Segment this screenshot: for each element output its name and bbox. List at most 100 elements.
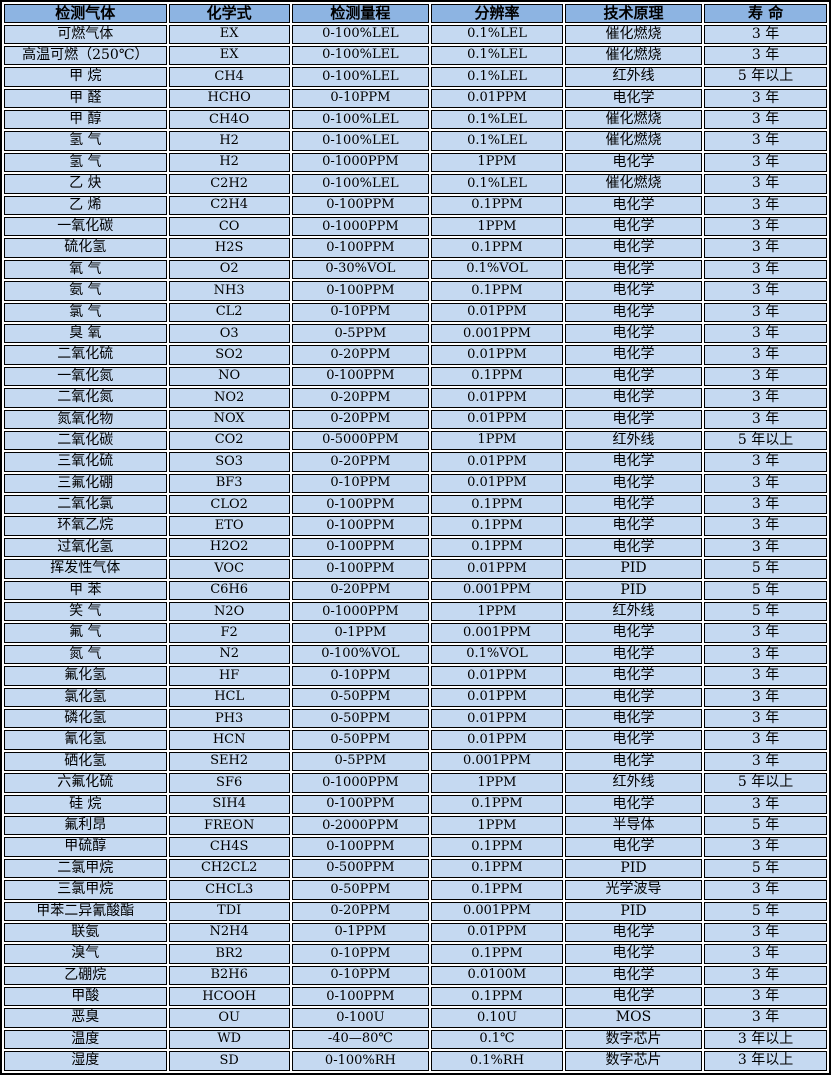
principle-cell: 电化学 [564,323,703,344]
range-cell: 0-100PPM [291,794,430,814]
principle-cell: 电化学 [564,259,703,280]
gas-name-cell: 硅 烷 [4,794,167,814]
principle-cell: 电化学 [564,944,703,964]
resolution-cell: 0.001PPM [431,323,563,344]
range-cell: 0-5000PPM [291,430,430,451]
gas-name-cell: 氮 气 [4,644,167,665]
lifespan-cell: 3 年 [704,644,827,665]
lifespan-cell: 3 年 [704,110,827,130]
gas-name-cell: 二氧化硫 [4,345,167,365]
principle-cell: 电化学 [564,452,703,472]
principle-cell: 电化学 [564,709,703,729]
column-header-principle-cell: 技术原理 [564,4,703,23]
formula-cell: SO2 [168,345,290,365]
lifespan-cell: 3 年 [704,709,827,729]
table-row: 二氧化氮 NO2 0-20PPM 0.01PPM 电化学 3 年 [4,388,827,408]
gas-name-cell: 三氯甲烷 [4,880,167,900]
lifespan-cell: 3 年 [704,238,827,258]
table-row: 甲 烷 CH4 0-100%LEL 0.1%LEL 红外线 5 年以上 [4,67,827,87]
table-row: 甲 醇 CH4O 0-100%LEL 0.1%LEL 催化燃烧 3 年 [4,110,827,130]
resolution-cell: 0.1PPM [431,516,563,536]
lifespan-cell: 3 年 [704,516,827,536]
table-row: 三氯甲烷 CHCL3 0-50PPM 0.1PPM 光学波导 3 年 [4,880,827,900]
resolution-cell: 0.01PPM [431,345,563,365]
lifespan-cell: 3 年 [704,837,827,857]
range-cell: 0-50PPM [291,709,430,729]
lifespan-cell: 3 年 [704,1008,827,1028]
column-header-range-cell: 检测量程 [291,4,430,23]
resolution-cell: 0.0100M [431,965,563,986]
resolution-cell: 0.001PPM [431,751,563,772]
principle-cell: 催化燃烧 [564,131,703,151]
resolution-cell: 0.01PPM [431,409,563,429]
resolution-cell: 1PPM [431,815,563,836]
range-cell: 0-100%RH [291,1051,430,1071]
principle-cell: 电化学 [564,495,703,515]
formula-cell: EX [168,24,290,44]
formula-cell: NO2 [168,388,290,408]
gas-name-cell: 联氨 [4,922,167,943]
formula-cell: SEH2 [168,751,290,772]
resolution-cell: 0.01PPM [431,922,563,943]
table-row: 氢 气 H2 0-1000PPM 1PPM 电化学 3 年 [4,152,827,173]
range-cell: 0-30%VOL [291,259,430,280]
principle-cell: MOS [564,1008,703,1028]
resolution-cell: 0.1PPM [431,987,563,1007]
range-cell: 0-100PPM [291,366,430,387]
formula-cell: B2H6 [168,965,290,986]
lifespan-cell: 3 年 [704,495,827,515]
lifespan-cell: 3 年 [704,537,827,558]
range-cell: 0-2000PPM [291,815,430,836]
resolution-cell: 1PPM [431,217,563,237]
principle-cell: 电化学 [564,516,703,536]
resolution-cell: 0.1℃ [431,1029,563,1050]
range-cell: 0-50PPM [291,730,430,750]
lifespan-cell: 3 年以上 [704,1029,827,1050]
lifespan-cell: 3 年 [704,794,827,814]
range-cell: 0-100PPM [291,516,430,536]
gas-name-cell: 六氟化硫 [4,773,167,793]
gas-name-cell: 氢 气 [4,131,167,151]
formula-cell: BR2 [168,944,290,964]
range-cell: 0-5PPM [291,751,430,772]
resolution-cell: 0.01PPM [431,709,563,729]
table-row: 氢 气 H2 0-100%LEL 0.1%LEL 催化燃烧 3 年 [4,131,827,151]
principle-cell: 电化学 [564,623,703,643]
range-cell: 0-10PPM [291,473,430,494]
table-row: 氮氧化物 NOX 0-20PPM 0.01PPM 电化学 3 年 [4,409,827,429]
lifespan-cell: 5 年以上 [704,773,827,793]
table-row: 二氧化氯 CLO2 0-100PPM 0.1PPM 电化学 3 年 [4,495,827,515]
principle-cell: 红外线 [564,602,703,622]
range-cell: 0-1000PPM [291,152,430,173]
resolution-cell: 0.1%LEL [431,24,563,44]
resolution-cell: 0.1PPM [431,281,563,301]
lifespan-cell: 3 年 [704,473,827,494]
gas-name-cell: 硫化氢 [4,238,167,258]
gas-name-cell: 恶臭 [4,1008,167,1028]
lifespan-cell: 3 年 [704,623,827,643]
principle-cell: 数字芯片 [564,1051,703,1071]
range-cell: 0-10PPM [291,965,430,986]
resolution-cell: 0.001PPM [431,623,563,643]
formula-cell: F2 [168,623,290,643]
gas-name-cell: 氟化氢 [4,666,167,686]
resolution-cell: 0.1%LEL [431,67,563,87]
table-row: 硫化氢 H2S 0-100PPM 0.1PPM 电化学 3 年 [4,238,827,258]
gas-name-cell: 氰化氢 [4,730,167,750]
table-row: 一氧化碳 CO 0-1000PPM 1PPM 电化学 3 年 [4,217,827,237]
resolution-cell: 0.1%LEL [431,110,563,130]
range-cell: 0-1PPM [291,623,430,643]
lifespan-cell: 3 年 [704,131,827,151]
formula-cell: ETO [168,516,290,536]
table-row: 三氧化硫 SO3 0-20PPM 0.01PPM 电化学 3 年 [4,452,827,472]
principle-cell: 电化学 [564,345,703,365]
range-cell: 0-1000PPM [291,773,430,793]
range-cell: 0-1000PPM [291,602,430,622]
principle-cell: 半导体 [564,815,703,836]
lifespan-cell: 3 年 [704,24,827,44]
range-cell: 0-100PPM [291,537,430,558]
principle-cell: 电化学 [564,837,703,857]
range-cell: 0-10PPM [291,944,430,964]
resolution-cell: 0.1PPM [431,195,563,216]
